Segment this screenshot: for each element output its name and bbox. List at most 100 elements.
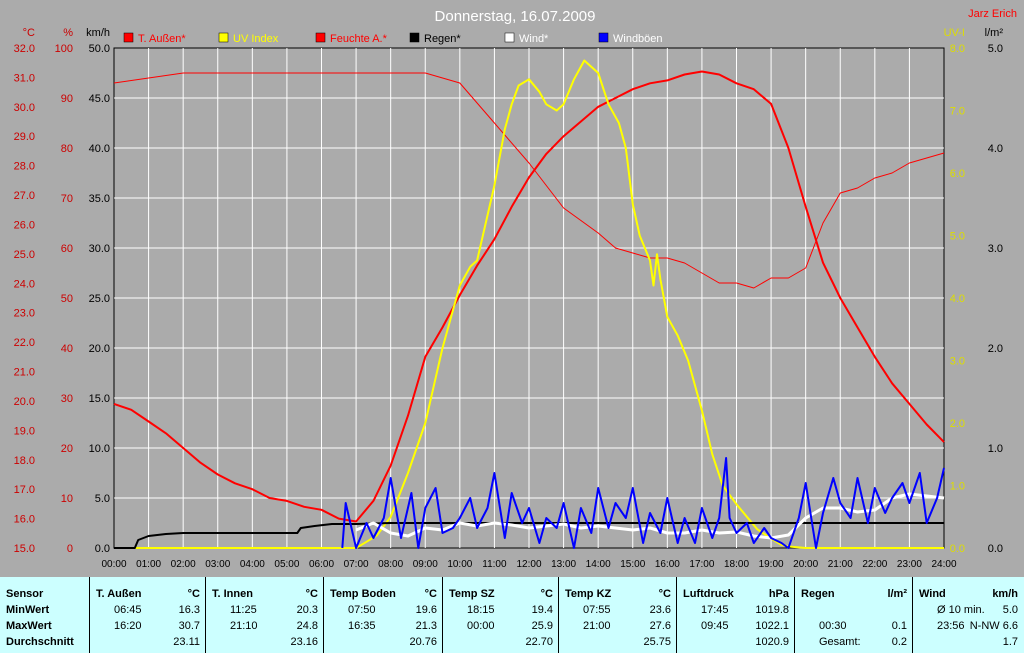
stats-column: Temp KZ °C 07:55 23.6 21:00 27.6 25.75 [559, 577, 677, 653]
x-tick-label: 09:00 [413, 559, 438, 570]
column-separator [794, 577, 795, 653]
stats-value: 23.6 [649, 604, 671, 616]
series-layer [113, 59, 945, 549]
temp-axis-label: 16.0 [14, 514, 35, 526]
stats-time: 16:35 [348, 620, 376, 632]
x-tick-label: 10:00 [447, 559, 472, 570]
uv-axis-label: 1.0 [950, 481, 965, 493]
wind-axis-label: 0.0 [95, 543, 110, 555]
column-separator [89, 577, 90, 653]
stats-value: 0.2 [891, 636, 907, 648]
stats-value: 25.9 [531, 620, 553, 632]
stats-value: 19.6 [415, 604, 437, 616]
x-tick-label: 22:00 [862, 559, 887, 570]
wind-axis-label: 25.0 [89, 293, 110, 305]
stats-column: Luftdruck hPa 17:45 1019.8 09:45 1022.1 1020.9 [677, 577, 795, 653]
uv-axis-label-unit: UV-I [944, 27, 965, 39]
stats-header: Temp Boden [330, 588, 396, 600]
temp-axis-label: 26.0 [14, 219, 35, 231]
temp-axis-label: 19.0 [14, 425, 35, 437]
stats-value: 1020.9 [755, 636, 789, 648]
stats-header: Luftdruck [683, 588, 734, 600]
stats-unit: °C [305, 588, 318, 600]
rain-axis-label: 4.0 [988, 143, 1003, 155]
x-tick-label: 06:00 [309, 559, 334, 570]
legend-swatch [123, 32, 134, 43]
stats-value: 23.11 [173, 636, 200, 648]
x-tick-label: 03:00 [205, 559, 230, 570]
stats-value: 0.1 [891, 620, 907, 632]
wind-axis-label-unit: km/h [86, 27, 110, 39]
temp-axis-label: 31.0 [14, 72, 35, 84]
humidity-axis-label: 0 [67, 543, 73, 555]
stats-header: Regen [801, 588, 835, 600]
humidity-axis-label: 20 [61, 443, 73, 455]
wind-axis-label: 20.0 [89, 343, 110, 355]
legend: T. Außen* UV Index Feuchte A.* Regen* Wind* W… [123, 32, 663, 45]
stats-time: 00:30 [819, 620, 847, 632]
rain-axis-label: 3.0 [988, 243, 1003, 255]
station-name: Jarz Erich [968, 8, 1017, 20]
stats-value: 25.75 [643, 636, 671, 648]
stats-time: 06:45 [114, 604, 142, 616]
stats-header: T. Innen [212, 588, 253, 600]
statistics-table: Sensor MinWert MaxWert Durchschnitt T. Außen… [0, 577, 1024, 653]
rain-axis-label-unit: l/m² [985, 27, 1004, 39]
legend-label: Windböen [613, 33, 663, 45]
temp-axis-label: 18.0 [14, 455, 35, 467]
stats-time: 11:25 [230, 604, 257, 616]
stats-unit: hPa [768, 588, 789, 600]
stats-time: 16:20 [114, 620, 142, 632]
uv-axis-label: 3.0 [950, 356, 965, 368]
wind-axis-label: 15.0 [89, 393, 110, 405]
legend-label: T. Außen* [138, 33, 186, 45]
temp-axis-label: 17.0 [14, 484, 35, 496]
x-tick-label: 24:00 [931, 559, 956, 570]
stats-time: 21:10 [230, 620, 258, 632]
temp-axis-label: 24.0 [14, 278, 35, 290]
humidity-axis-label: 100 [55, 43, 73, 55]
series-line [341, 457, 945, 549]
legend-label: Wind* [519, 33, 549, 45]
stats-row-label: MinWert [6, 604, 50, 616]
wind-axis-label: 45.0 [89, 93, 110, 105]
column-separator [558, 577, 559, 653]
column-separator [676, 577, 677, 653]
uv-axis-label: 4.0 [950, 293, 965, 305]
chart-area: 00:00 01:00 02:00 03:00 04:00 05:00 06:00 07:00… [0, 0, 1024, 577]
weather-chart: 00:00 01:00 02:00 03:00 04:00 05:00 06:00 07:00… [14, 8, 1017, 570]
temp-axis-label: 25.0 [14, 249, 35, 261]
x-tick-label: 17:00 [689, 559, 714, 570]
stats-time: Gesamt: [819, 636, 861, 648]
chart-title: Donnerstag, 16.07.2009 [435, 8, 596, 25]
stats-header: T. Außen [96, 588, 142, 600]
legend-label: Regen* [424, 33, 461, 45]
rain-axis-label: 2.0 [988, 343, 1003, 355]
wind-axis-label: 10.0 [89, 443, 110, 455]
series-line [113, 72, 945, 289]
legend-swatch [218, 32, 229, 43]
wind-axis-label: 30.0 [89, 243, 110, 255]
temp-axis-label: 30.0 [14, 102, 35, 114]
stats-header: Sensor [6, 588, 44, 600]
wind-axis-label: 35.0 [89, 193, 110, 205]
column-separator [912, 577, 913, 653]
temp-axis-label-unit: °C [23, 27, 35, 39]
stats-column: T. Innen °C 11:25 20.3 21:10 24.8 23.16 [206, 577, 324, 653]
stats-value: 27.6 [649, 620, 671, 632]
stats-value: 19.4 [531, 604, 553, 616]
rain-axis-label: 1.0 [988, 443, 1003, 455]
stats-time: 09:45 [701, 620, 729, 632]
series-line [114, 59, 944, 549]
stats-time: 18:15 [467, 604, 495, 616]
series-line [114, 522, 944, 549]
stats-header: Temp KZ [565, 588, 612, 600]
temp-axis-label: 27.0 [14, 190, 35, 202]
stats-row-label: MaxWert [6, 620, 52, 632]
stats-time: 21:00 [583, 620, 611, 632]
legend-swatch [504, 32, 515, 43]
stats-unit: °C [658, 588, 671, 600]
x-tick-label: 21:00 [828, 559, 853, 570]
series-line [113, 70, 945, 523]
stats-unit: °C [540, 588, 553, 600]
